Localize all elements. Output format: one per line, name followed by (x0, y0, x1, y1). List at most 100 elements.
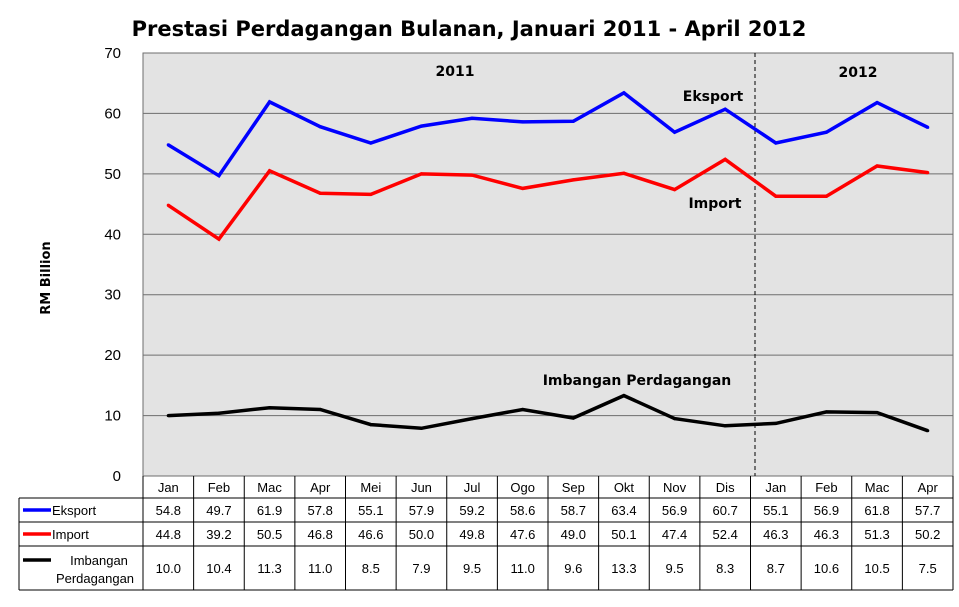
data-point (318, 125, 322, 129)
data-point (622, 91, 626, 95)
data-label: 50.0 (409, 527, 434, 542)
data-point (267, 169, 272, 173)
data-label: 46.6 (358, 527, 383, 542)
data-point (926, 125, 930, 129)
series-lines (166, 90, 930, 433)
data-point (926, 171, 930, 175)
data-point (166, 413, 170, 418)
data-point (875, 100, 879, 105)
data-point (521, 407, 525, 412)
data-label: 10.5 (864, 561, 889, 576)
data-label: 58.7 (561, 503, 586, 518)
data-point (875, 410, 879, 415)
y-axis-label: RM Billion (39, 241, 54, 314)
row-label-perdagangan: Perdagangan (56, 571, 134, 586)
row-label-eksport: Eksport (52, 503, 96, 518)
y-tick-label: 50 (104, 166, 121, 183)
data-point (571, 178, 575, 182)
data-point (824, 130, 829, 134)
x-tick-label: Jan (158, 480, 179, 495)
data-point (622, 394, 626, 398)
y-tick-label: 60 (104, 105, 121, 122)
data-point (672, 187, 677, 192)
x-tick-label: Sep (562, 480, 585, 495)
data-point (723, 424, 727, 428)
y-tick-label: 30 (104, 287, 121, 304)
data-point (419, 172, 424, 176)
annotation-eksport: Eksport (683, 89, 744, 105)
data-point (824, 194, 829, 198)
data-point (875, 164, 879, 168)
data-label: 9.5 (463, 561, 481, 576)
x-tick-label: Apr (310, 480, 331, 495)
data-label: 58.6 (510, 503, 535, 518)
data-point (369, 423, 373, 427)
data-label: 61.8 (864, 503, 889, 518)
chart-title: Prestasi Perdagangan Bulanan, Januari 20… (132, 17, 807, 41)
data-point (774, 141, 778, 145)
data-point (774, 194, 778, 198)
data-point (774, 421, 778, 426)
data-point (217, 411, 221, 415)
data-point (318, 407, 322, 412)
data-label: 44.8 (156, 527, 181, 542)
y-tick-label: 0 (113, 468, 121, 485)
data-point (267, 100, 272, 104)
data-point (926, 429, 930, 433)
data-label: 55.1 (763, 503, 788, 518)
x-tick-label: Ogo (510, 480, 535, 495)
data-label: 9.5 (666, 561, 684, 576)
data-label: 8.3 (716, 561, 734, 576)
data-label: 10.4 (206, 561, 231, 576)
data-point (369, 141, 373, 145)
plot-area (142, 52, 954, 477)
data-point (318, 191, 322, 195)
data-point (217, 237, 221, 241)
data-point (571, 119, 575, 123)
data-label: 9.6 (564, 561, 582, 576)
y-tick-label: 20 (104, 347, 121, 364)
data-label: 11.0 (511, 561, 535, 576)
y-tick-label: 10 (104, 408, 121, 425)
data-label: 61.9 (257, 503, 282, 518)
annotation-2012: 2012 (839, 65, 878, 81)
row-label-import: Import (52, 527, 89, 542)
series-line-import (167, 157, 928, 242)
data-label: 11.3 (257, 561, 281, 576)
x-tick-label: Dis (716, 480, 735, 495)
data-point (217, 174, 221, 178)
data-label: 46.8 (308, 527, 333, 542)
data-label: 50.5 (257, 527, 282, 542)
data-point (470, 173, 474, 177)
data-label: 56.9 (662, 503, 687, 518)
data-label: 59.2 (459, 503, 484, 518)
annotation-import: Import (688, 196, 741, 212)
data-point (470, 116, 474, 120)
x-tick-label: Feb (815, 480, 837, 495)
data-point (419, 124, 424, 128)
data-point (824, 410, 829, 414)
data-label: 52.4 (713, 527, 738, 542)
data-point (521, 120, 525, 124)
data-table: Jan Feb Mac Apr Mei Jun Jul Ogo Sep Okt Nov Dis Jan F… (18, 476, 954, 591)
data-label: 49.7 (206, 503, 231, 518)
x-tick-label: Jun (411, 480, 432, 495)
data-point (521, 186, 525, 190)
data-label: 49.8 (459, 527, 484, 542)
data-point (672, 130, 677, 134)
data-label: 49.0 (561, 527, 586, 542)
data-label: 57.8 (308, 503, 333, 518)
data-label: 11.0 (308, 561, 332, 576)
series-line-imbangan-perdagangan (168, 393, 929, 433)
data-label: 50.1 (611, 527, 636, 542)
data-label: 63.4 (611, 503, 636, 518)
data-label: 46.3 (763, 527, 788, 542)
data-label: 7.9 (412, 561, 430, 576)
data-point (622, 171, 626, 175)
data-point (166, 203, 170, 207)
data-label: 13.3 (611, 561, 636, 576)
x-tick-label: Mei (360, 480, 381, 495)
data-label: 50.2 (915, 527, 940, 542)
data-label: 57.7 (915, 503, 940, 518)
